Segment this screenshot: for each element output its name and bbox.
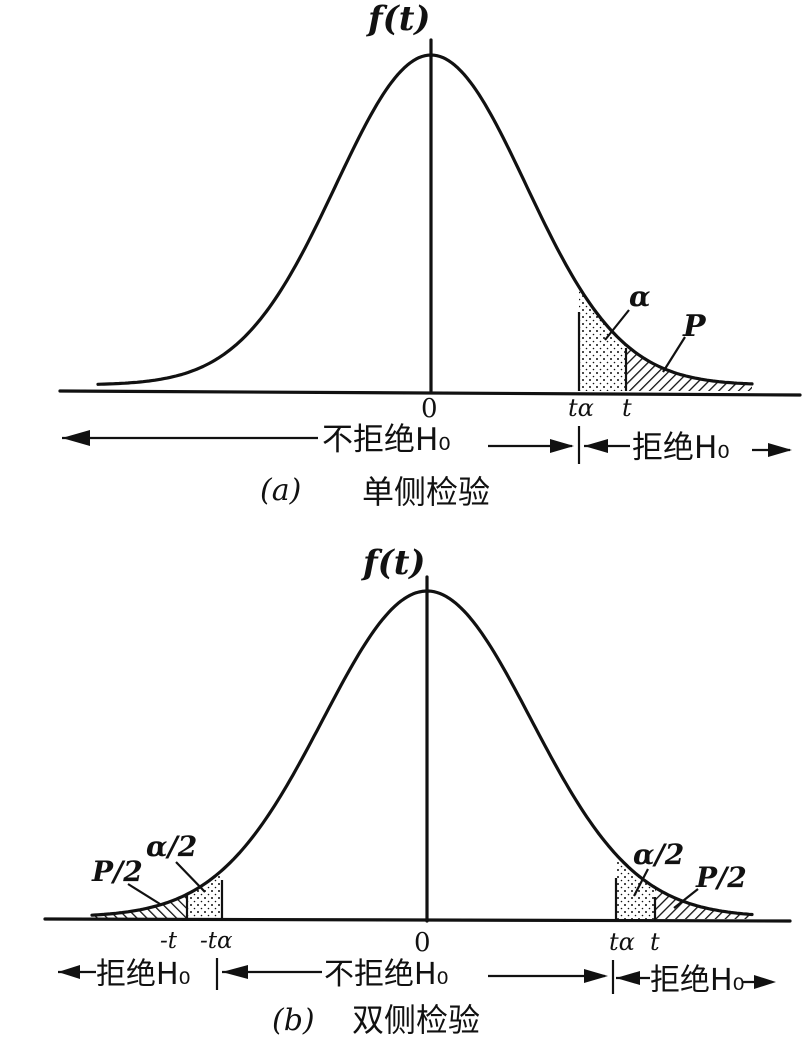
t-alpha-tick-label-b: tα	[609, 928, 635, 956]
caption-text-b: 双侧检验	[352, 1001, 480, 1039]
y-axis-label: f(t)	[366, 0, 431, 39]
p-leader	[662, 336, 686, 373]
alpha-label: α	[629, 280, 651, 313]
panel-b: f(t) 0 -t -tα tα t P/2 α/2 α/2 P/2 拒绝H₀ …	[43, 543, 792, 1039]
t-tick-label-b: t	[650, 928, 660, 956]
p-label: P	[682, 309, 707, 344]
right-p-region	[655, 887, 752, 919]
half-p-right-leader	[673, 888, 699, 909]
keep-region-label-b: 不拒绝H₀	[324, 957, 449, 992]
x-axis-b	[43, 917, 792, 923]
right-alpha-region	[616, 854, 655, 919]
reject-arrowhead-right	[768, 443, 792, 457]
reject-region-label: 拒绝H₀	[632, 430, 730, 466]
half-alpha-left-leader	[175, 861, 206, 893]
half-p-left-label: P/2	[91, 855, 143, 888]
alpha-region	[579, 286, 626, 391]
caption-letter-b: (b)	[272, 1003, 315, 1038]
zero-tick-label-b: 0	[414, 928, 431, 958]
half-p-right-label: P/2	[695, 861, 747, 894]
reject-right-arrowhead-right	[754, 975, 776, 989]
caption-letter: (a)	[260, 473, 301, 508]
y-axis-label-b: f(t)	[361, 543, 426, 583]
half-alpha-right-leader	[633, 868, 649, 897]
neg-t-tick-label: -t	[160, 928, 178, 954]
alpha-leader	[604, 309, 630, 341]
x-axis	[58, 389, 802, 397]
zero-tick-label: 0	[421, 394, 438, 424]
left-p-region	[92, 894, 187, 919]
t-alpha-tick-label: tα	[568, 394, 594, 422]
reject-right-label: 拒绝H₀	[650, 963, 745, 998]
neg-t-alpha-tick-label: -tα	[200, 928, 233, 954]
keep-arrowhead-right	[550, 439, 574, 453]
half-alpha-right-label: α/2	[633, 838, 684, 871]
panel-a: f(t) 0 tα t α P 不拒绝H₀ 拒绝H₀ (a) 单侧检验	[58, 0, 802, 511]
keep-arrowhead-left	[62, 430, 90, 446]
caption-text: 单侧检验	[362, 473, 490, 511]
left-alpha-region	[187, 871, 222, 919]
reject-left-label: 拒绝H₀	[96, 957, 191, 992]
half-p-left-leader	[127, 883, 161, 905]
keep-arrowhead-right-b	[584, 969, 608, 983]
half-alpha-left-label: α/2	[146, 830, 197, 863]
keep-region-label: 不拒绝H₀	[322, 422, 451, 458]
density-curve	[96, 53, 754, 386]
p-value-region	[626, 344, 752, 391]
t-tick-label: t	[622, 394, 632, 422]
